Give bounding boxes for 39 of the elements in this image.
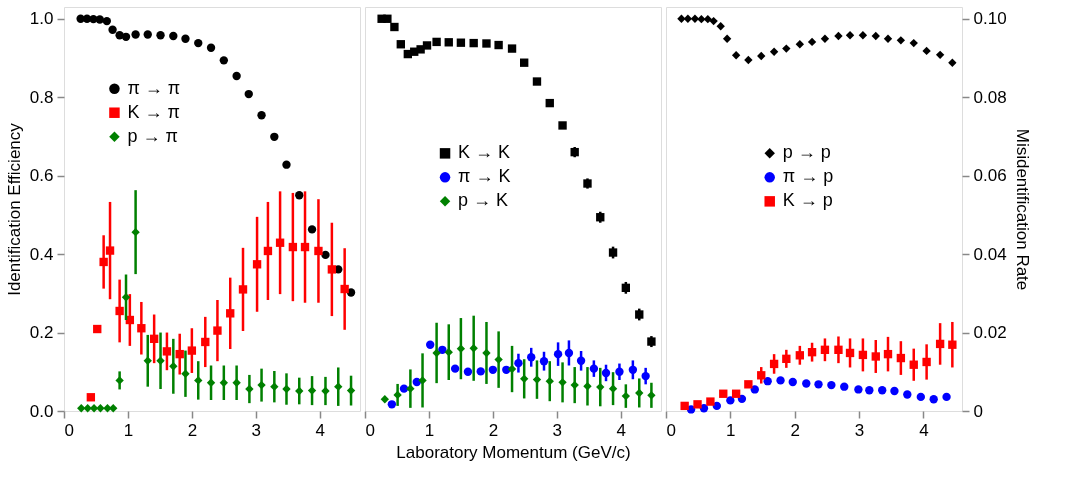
x-tick-label: 2 — [790, 420, 800, 440]
legend-label: K → π — [127, 101, 180, 122]
legend-label: p → p — [782, 142, 831, 163]
y-tick-label: 0.6 — [29, 166, 54, 186]
x-tick-label: 2 — [187, 420, 198, 440]
y2-tick-label: 0.02 — [973, 323, 1007, 343]
x-tick-label: 1 — [123, 420, 134, 440]
x-tick-label: 1 — [424, 420, 435, 440]
y-tick-label: 0.4 — [29, 244, 54, 264]
y2-tick-label: 0.10 — [973, 9, 1007, 29]
legend-label: π → p — [782, 166, 834, 187]
y2-tick-label: 0.08 — [973, 87, 1007, 107]
legend-label: π → π — [127, 77, 181, 98]
y-tick-label: 1.0 — [29, 9, 54, 29]
x-tick-label: 4 — [315, 420, 325, 440]
x-tick-label: 3 — [552, 420, 563, 440]
legend-label: π → K — [458, 166, 511, 187]
legend-label: K → p — [782, 190, 833, 211]
legend-label: p → K — [458, 190, 509, 211]
y-tick-label: 0.2 — [29, 323, 54, 343]
x-tick-label: 4 — [919, 420, 929, 440]
x-tick-label: 3 — [251, 420, 262, 440]
y-tick-label: 0.8 — [29, 87, 54, 107]
legend-label: K → K — [458, 142, 511, 163]
x-tick-label: 3 — [854, 420, 865, 440]
x-tick-label: 0 — [666, 420, 676, 440]
x-axis-title: Laboratory Momentum (GeV/c) — [396, 442, 631, 462]
y2-axis-title: Misidentification Rate — [1012, 128, 1032, 291]
y2-tick-label: 0 — [973, 401, 983, 421]
legend-label: p → π — [127, 125, 178, 146]
x-tick-label: 1 — [726, 420, 736, 440]
y-axis-title: Identification Efficiency — [4, 122, 24, 296]
x-tick-label: 2 — [488, 420, 499, 440]
x-tick-label: 4 — [616, 420, 626, 440]
x-tick-label: 0 — [365, 420, 375, 440]
y2-tick-label: 0.04 — [973, 244, 1007, 264]
x-tick-label: 0 — [64, 420, 74, 440]
y-tick-label: 0.0 — [29, 401, 54, 421]
y2-tick-label: 0.06 — [973, 166, 1007, 186]
